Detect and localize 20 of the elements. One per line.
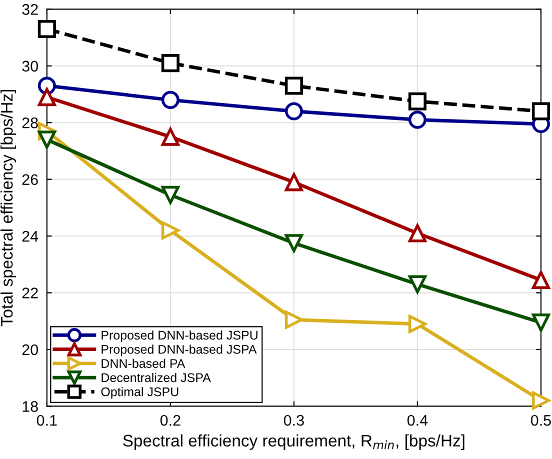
legend-label: Decentralized JSPA: [102, 372, 211, 382]
x-axis-title: Spectral efficiency requirement, R$_{min}$, [bps/Hz]: [123, 434, 464, 450]
y-tick-label: 26: [22, 174, 38, 186]
y-tick-label: 32: [22, 4, 38, 15]
y-tick-label: 28: [22, 117, 38, 128]
y-tick-label: 20: [22, 344, 38, 356]
y-tick-label: 24: [22, 230, 38, 242]
x-tick-label: 0.4: [407, 414, 428, 426]
y-tick-label: 22: [22, 288, 38, 298]
y-tick-label: 18: [22, 401, 38, 412]
legend-label: Optimal JSPU: [101, 387, 178, 399]
x-tick-label: 0.1: [36, 414, 57, 426]
x-tick-label: 0.5: [530, 414, 551, 426]
legend-label: Proposed DNN-based JSPA: [102, 344, 257, 356]
y-axis-title: Total spectral efficiency [bps/Hz]: [0, 90, 16, 326]
x-tick-label: 0.2: [160, 414, 180, 426]
legend-label: DNN-based PA: [102, 358, 186, 368]
legend-label: Proposed DNN-based JSPU: [102, 330, 258, 342]
y-tick-label: 30: [22, 60, 38, 72]
x-tick-label: 0.3: [284, 414, 304, 426]
